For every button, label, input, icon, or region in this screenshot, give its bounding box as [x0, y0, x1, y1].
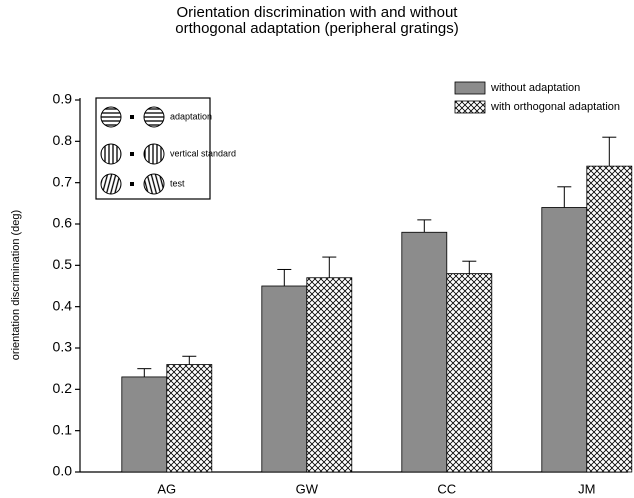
y-tick-label: 0.9 [53, 91, 73, 107]
inset-label: vertical standard [170, 148, 236, 158]
y-axis-label: orientation discrimination (deg) [10, 210, 22, 360]
y-tick-label: 0.5 [53, 256, 73, 272]
grating [144, 144, 164, 164]
x-tick-label: CC [437, 481, 456, 496]
grating [101, 174, 121, 194]
grating [144, 107, 164, 127]
y-tick-label: 0.1 [53, 421, 73, 437]
bar [167, 365, 212, 472]
chart-subtitle: orthogonal adaptation (peripheral gratin… [175, 20, 459, 37]
bar [402, 232, 447, 472]
legend-swatch [455, 101, 485, 113]
x-tick-label: JM [578, 481, 595, 496]
legend-label: without adaptation [490, 82, 580, 94]
chart: Orientation discrimination with and with… [0, 0, 634, 498]
x-tick-label: GW [296, 481, 319, 496]
y-tick-label: 0.7 [53, 173, 73, 189]
inset-label: test [170, 178, 185, 188]
legend-swatch [455, 82, 485, 94]
y-tick-label: 0.0 [53, 463, 73, 479]
bar [122, 377, 167, 472]
fixation [130, 115, 134, 119]
legend-label: with orthogonal adaptation [490, 101, 620, 113]
bar [307, 278, 352, 472]
x-tick-label: AG [157, 481, 176, 496]
fixation [130, 182, 134, 186]
fixation [130, 152, 134, 156]
chart-title: Orientation discrimination with and with… [177, 4, 459, 21]
inset-label: adaptation [170, 111, 212, 121]
bar [447, 274, 492, 472]
grating [144, 174, 164, 194]
grating [101, 144, 121, 164]
y-tick-label: 0.4 [53, 297, 73, 313]
inset: adaptation vertical standard test [96, 98, 236, 199]
bar [542, 207, 587, 472]
y-tick-label: 0.6 [53, 215, 73, 231]
y-tick-label: 0.2 [53, 380, 73, 396]
y-tick-label: 0.8 [53, 132, 73, 148]
y-tick-label: 0.3 [53, 339, 73, 355]
bar [262, 286, 307, 472]
grating [101, 107, 121, 127]
bar [587, 166, 632, 472]
